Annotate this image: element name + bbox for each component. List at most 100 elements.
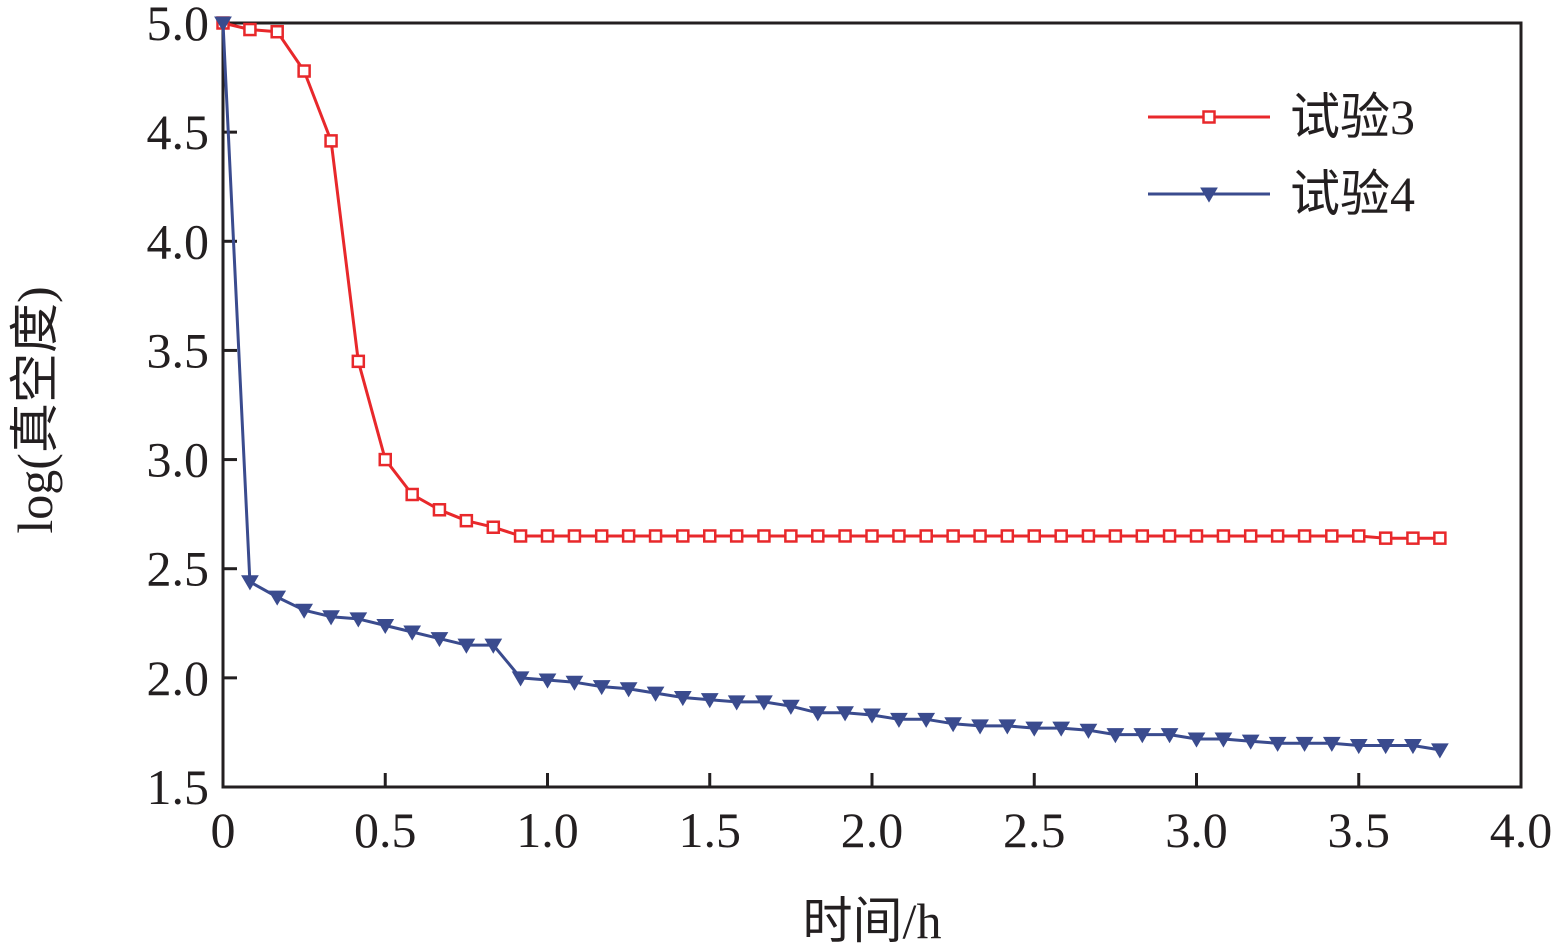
data-point (243, 22, 257, 37)
data-point (1189, 529, 1204, 543)
data-point (1054, 529, 1068, 543)
data-point (538, 673, 557, 689)
x-tick-label: 4.0 (1490, 802, 1552, 858)
data-point (1081, 529, 1096, 543)
data-point (946, 529, 960, 543)
data-point (784, 529, 798, 543)
x-tick-label: 0.5 (354, 802, 417, 858)
data-point (486, 520, 501, 534)
data-point (1135, 529, 1150, 543)
data-point (592, 680, 611, 696)
data-point (295, 603, 313, 619)
y-tick-label: 2.5 (147, 541, 210, 597)
data-point (405, 487, 419, 502)
data-point (865, 529, 879, 543)
data-point (1160, 728, 1179, 744)
data-point (1433, 531, 1447, 545)
legend-marker (1202, 110, 1216, 124)
data-point (270, 24, 284, 39)
data-point (619, 682, 638, 698)
data-point (214, 16, 232, 32)
data-point (863, 708, 881, 724)
data-point (755, 695, 773, 711)
data-point (811, 529, 825, 543)
data-point (971, 719, 989, 735)
y-axis-title: log(真空度) (7, 286, 63, 533)
data-point (1295, 736, 1314, 752)
data-point (484, 638, 503, 654)
y-tick-label: 2.0 (147, 650, 210, 706)
data-point (919, 529, 933, 543)
data-point (782, 699, 800, 715)
data-point (1079, 723, 1098, 739)
data-point (349, 612, 368, 628)
data-point (511, 671, 530, 687)
data-point (1376, 739, 1395, 755)
data-point (917, 712, 936, 728)
data-point (836, 706, 854, 722)
series-line (221, 22, 1441, 752)
y-tick-label: 5.0 (147, 0, 210, 51)
x-tick-label: 3.0 (1165, 802, 1228, 858)
x-tick-label: 1.0 (516, 802, 579, 858)
data-point (944, 717, 962, 733)
y-tick-label: 3.5 (147, 322, 210, 378)
data-point (892, 529, 906, 543)
data-point (1027, 529, 1041, 543)
data-point (757, 529, 771, 543)
data-point (1297, 529, 1312, 543)
data-point (1322, 736, 1341, 752)
data-point (1000, 529, 1015, 543)
x-tick-label: 2.0 (841, 802, 904, 858)
legend-label: 试验4 (1290, 166, 1415, 222)
y-tick-label: 4.0 (147, 213, 210, 269)
series-1 (216, 16, 1447, 545)
data-point (1268, 736, 1287, 752)
data-point (646, 686, 665, 702)
data-point (1052, 721, 1071, 737)
data-point (1378, 531, 1393, 545)
data-point (1241, 734, 1260, 750)
data-point (457, 638, 476, 654)
x-axis-title: 时间/h (803, 893, 942, 948)
data-point (729, 529, 744, 543)
data-point (565, 675, 584, 691)
data-point (430, 632, 449, 648)
data-point (351, 354, 366, 369)
data-point (297, 64, 311, 78)
data-point (648, 529, 663, 543)
data-point (1214, 732, 1233, 748)
data-point (241, 575, 259, 591)
data-point (1106, 728, 1125, 744)
series-line (222, 21, 1440, 540)
data-point (1270, 529, 1285, 543)
y-tick-label: 3.0 (147, 432, 210, 488)
data-point (1352, 529, 1366, 543)
data-point (1133, 728, 1152, 744)
x-tick-label: 3.5 (1328, 802, 1391, 858)
data-point (1243, 529, 1258, 543)
data-point (676, 529, 690, 543)
data-point (998, 719, 1017, 735)
data-point (1187, 732, 1206, 748)
data-point (322, 610, 340, 626)
data-point (838, 529, 852, 543)
x-tick-label: 0 (211, 802, 236, 858)
series-2 (214, 16, 1449, 759)
data-point (432, 503, 447, 517)
data-point (1108, 529, 1123, 543)
x-tick-label: 1.5 (679, 802, 742, 858)
data-point (808, 706, 827, 722)
data-point (1162, 529, 1177, 543)
data-point (376, 618, 395, 635)
data-point (540, 529, 555, 543)
data-point (268, 590, 287, 606)
data-point (703, 529, 717, 543)
data-point (459, 513, 474, 528)
data-point (673, 691, 692, 707)
y-tick-label: 1.5 (147, 759, 210, 815)
data-point (890, 712, 908, 728)
data-point (700, 693, 719, 709)
